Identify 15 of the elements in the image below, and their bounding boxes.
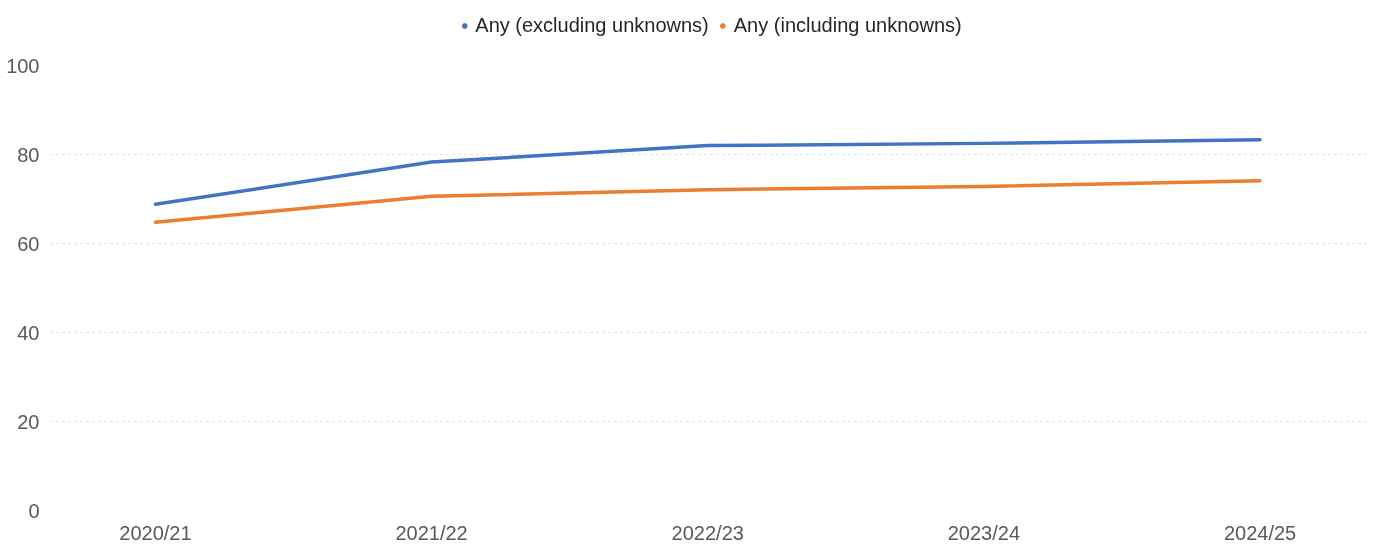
- y-tick-label: 20: [17, 410, 40, 433]
- legend-label: Any (excluding unknowns): [475, 13, 709, 37]
- x-tick-label: 2020/21: [119, 521, 192, 544]
- x-tick-label: 2023/24: [947, 521, 1021, 544]
- x-tick-label: 2024/25: [1223, 521, 1297, 544]
- y-tick-label: 0: [28, 499, 40, 522]
- y-tick-label: 40: [17, 321, 40, 344]
- line-series: [153, 179, 1262, 224]
- y-tick-label: 60: [17, 232, 40, 255]
- y-tick-label: 100: [6, 54, 40, 77]
- x-tick-label: 2022/23: [671, 521, 744, 544]
- y-tick-label: 80: [17, 143, 40, 166]
- line-series: [153, 138, 1262, 207]
- legend-label: Any (including unknowns): [733, 13, 962, 37]
- x-tick-label: 2021/22: [395, 521, 468, 544]
